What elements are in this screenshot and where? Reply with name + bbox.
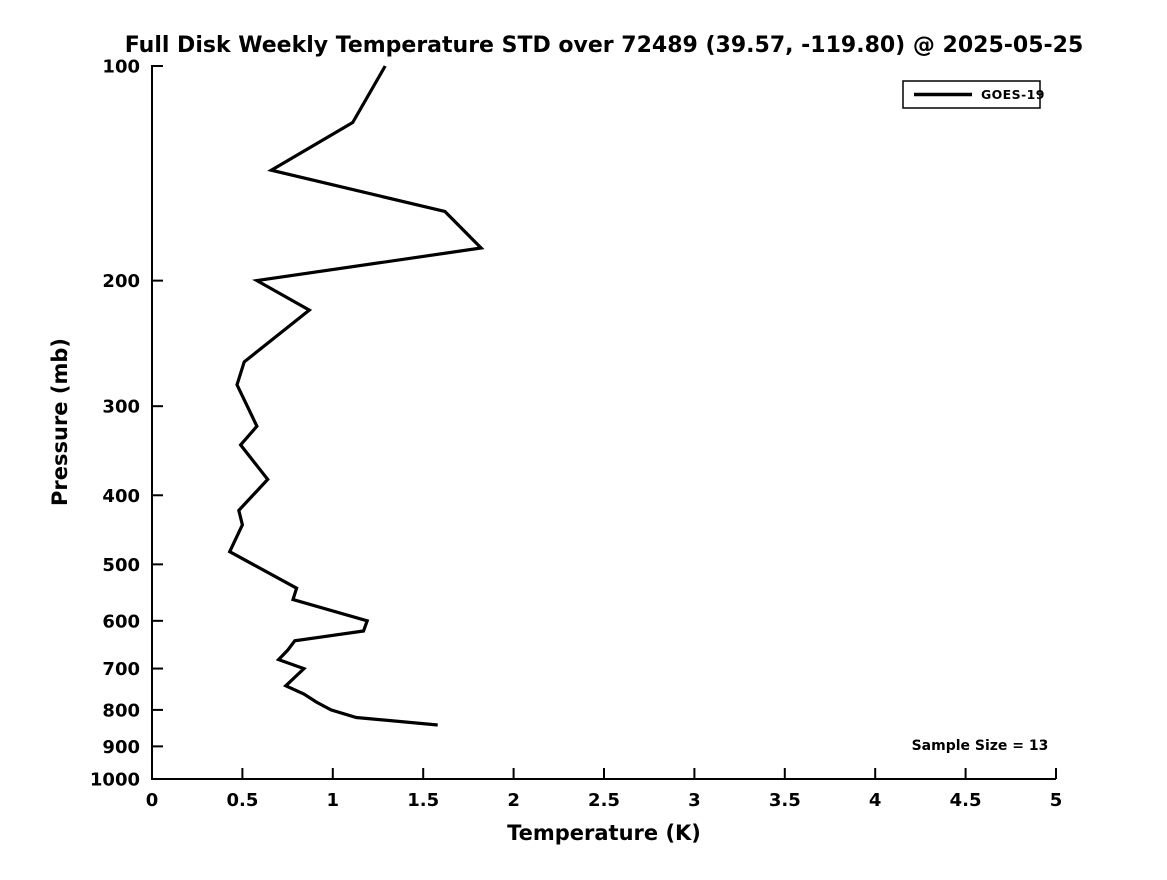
y-tick-label: 200 bbox=[102, 271, 140, 292]
y-tick-label: 1000 bbox=[90, 770, 140, 791]
y-tick-label: 100 bbox=[102, 57, 140, 78]
legend-label: GOES-19 bbox=[981, 87, 1045, 102]
y-tick-label: 300 bbox=[102, 397, 140, 418]
x-tick-label: 2 bbox=[507, 790, 520, 811]
x-tick-label: 5 bbox=[1050, 790, 1063, 811]
x-tick-label: 4.5 bbox=[950, 790, 982, 811]
x-tick-label: 4 bbox=[869, 790, 882, 811]
x-tick-label: 0.5 bbox=[226, 790, 258, 811]
y-tick-label: 600 bbox=[102, 611, 140, 632]
y-axis-ticks: 100 200 300 400 500 600 700 800 900 1000 bbox=[90, 57, 163, 791]
chart-title: Full Disk Weekly Temperature STD over 72… bbox=[125, 33, 1084, 58]
x-tick-label: 3 bbox=[688, 790, 701, 811]
y-tick-label: 500 bbox=[102, 555, 140, 576]
series-line-goes19 bbox=[227, 65, 485, 727]
x-tick-label: 3.5 bbox=[769, 790, 801, 811]
x-tick-label: 2.5 bbox=[588, 790, 620, 811]
y-tick-label: 700 bbox=[102, 659, 140, 680]
x-axis-ticks: 0 0.5 1 1.5 2 2.5 3 3.5 4 4.5 5 bbox=[146, 768, 1063, 811]
y-tick-label: 800 bbox=[102, 700, 140, 721]
y-tick-label: 900 bbox=[102, 737, 140, 758]
legend: GOES-19 bbox=[902, 80, 1045, 109]
y-tick-label: 400 bbox=[102, 486, 140, 507]
y-axis-label: Pressure (mb) bbox=[48, 338, 72, 506]
x-tick-label: 0 bbox=[146, 790, 159, 811]
x-tick-label: 1.5 bbox=[407, 790, 439, 811]
sample-size-annotation: Sample Size = 13 bbox=[912, 738, 1049, 754]
x-tick-label: 1 bbox=[327, 790, 340, 811]
x-axis-label: Temperature (K) bbox=[507, 821, 701, 845]
